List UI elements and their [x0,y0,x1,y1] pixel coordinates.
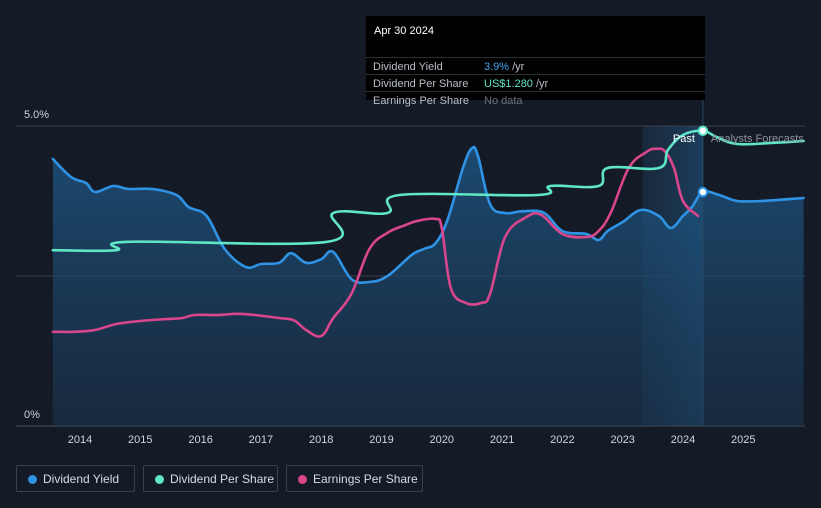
x-tick-label: 2022 [550,434,574,446]
legend-item-dividend-per-share[interactable]: Dividend Per Share [143,465,278,492]
x-tick-label: 2025 [731,434,755,446]
tooltip-date: Apr 30 2024 [374,25,434,37]
tooltip-row-dividend-yield: Dividend Yield 3.9%/yr [366,57,705,76]
tooltip-label: Dividend Yield [373,61,443,73]
legend-label: Earnings Per Share [313,472,418,486]
x-tick-label: 2017 [249,434,273,446]
legend-item-dividend-yield[interactable]: Dividend Yield [16,465,135,492]
past-label: Past [673,133,695,145]
tooltip-value: US$1.280 [484,78,533,90]
series-marker-dps [697,125,709,137]
x-tick-label: 2018 [309,434,333,446]
legend-dot-icon [298,475,307,484]
tooltip-label: Dividend Per Share [373,78,469,90]
x-tick-label: 2024 [671,434,695,446]
tooltip-row-dividend-per-share: Dividend Per Share US$1.280/yr [366,74,705,93]
legend-label: Dividend Per Share [170,472,275,486]
tooltip-row-earnings-per-share: Earnings Per Share No data [366,91,705,107]
x-tick-label: 2021 [490,434,514,446]
dividend-yield-area [52,147,804,427]
legend-label: Dividend Yield [43,472,120,486]
legend-dot-icon [28,475,37,484]
x-tick-label: 2023 [610,434,634,446]
series-line-eps [51,147,700,338]
chart-tooltip: Apr 30 2024 Dividend Yield 3.9%/yr Divid… [366,16,705,107]
legend-item-earnings-per-share[interactable]: Earnings Per Share [286,465,423,492]
tooltip-value: 3.9% [484,61,510,73]
legend-dot-icon [155,475,164,484]
tooltip-unit: /yr [512,61,525,73]
series-line-dps [51,129,805,253]
series-marker-yield [697,186,709,198]
y-tick-label: 0% [24,409,40,421]
x-tick-label: 2020 [430,434,454,446]
tooltip-label: Earnings Per Share [373,95,469,107]
forecast-label: Analysts Forecasts [711,133,804,145]
x-tick-label: 2015 [128,434,152,446]
x-tick-label: 2019 [369,434,393,446]
y-tick-label: 5.0% [24,109,49,121]
x-tick-label: 2014 [68,434,92,446]
x-tick-label: 2016 [188,434,212,446]
tooltip-unit: /yr [535,78,549,90]
tooltip-value: No data [484,95,523,107]
